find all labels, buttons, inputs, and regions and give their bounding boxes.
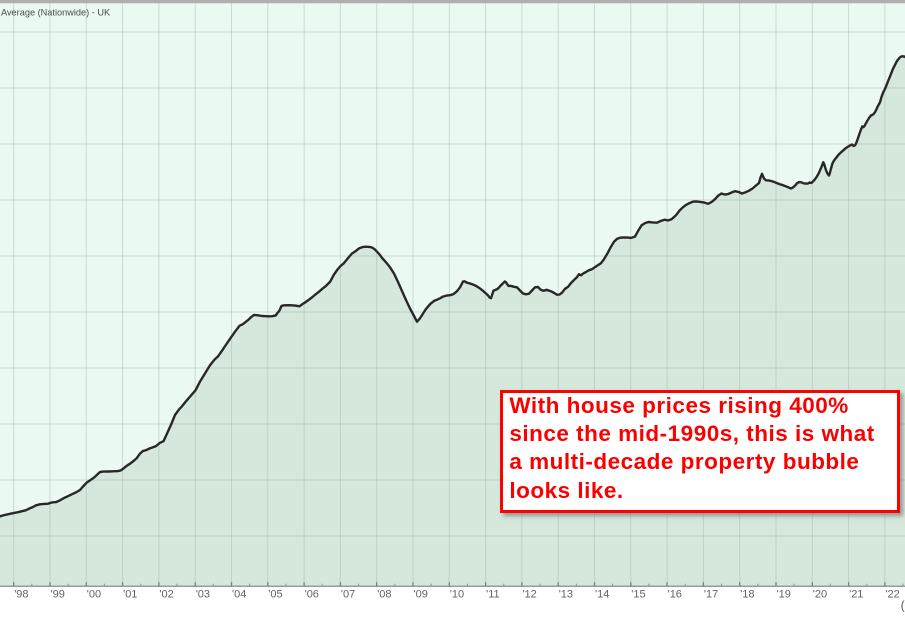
svg-text:'14: '14 (595, 589, 609, 601)
svg-text:'09: '09 (414, 589, 428, 601)
svg-text:'22: '22 (885, 589, 899, 601)
svg-text:'03: '03 (196, 589, 210, 601)
svg-text:'99: '99 (51, 589, 65, 601)
svg-text:'18: '18 (740, 589, 754, 601)
svg-text:'15: '15 (631, 589, 645, 601)
svg-text:'21: '21 (849, 589, 863, 601)
svg-text:'13: '13 (559, 589, 573, 601)
svg-text:'08: '08 (377, 589, 391, 601)
svg-text:'16: '16 (668, 589, 682, 601)
svg-text:'06: '06 (305, 589, 319, 601)
svg-text:'12: '12 (522, 589, 536, 601)
svg-text:'05: '05 (268, 589, 282, 601)
svg-text:'07: '07 (341, 589, 355, 601)
svg-text:'01: '01 (123, 589, 137, 601)
svg-text:'04: '04 (232, 589, 246, 601)
svg-text:'20: '20 (813, 589, 827, 601)
svg-text:'10: '10 (450, 589, 464, 601)
svg-text:'98: '98 (14, 589, 28, 601)
svg-text:'17: '17 (704, 589, 718, 601)
svg-text:'02: '02 (159, 589, 173, 601)
svg-text:Average (Nationwide) - UK: Average (Nationwide) - UK (1, 7, 111, 17)
svg-text:'19: '19 (777, 589, 791, 601)
svg-text:'00: '00 (87, 589, 101, 601)
svg-text:'11: '11 (486, 589, 500, 601)
svg-text:(: ( (901, 601, 905, 613)
